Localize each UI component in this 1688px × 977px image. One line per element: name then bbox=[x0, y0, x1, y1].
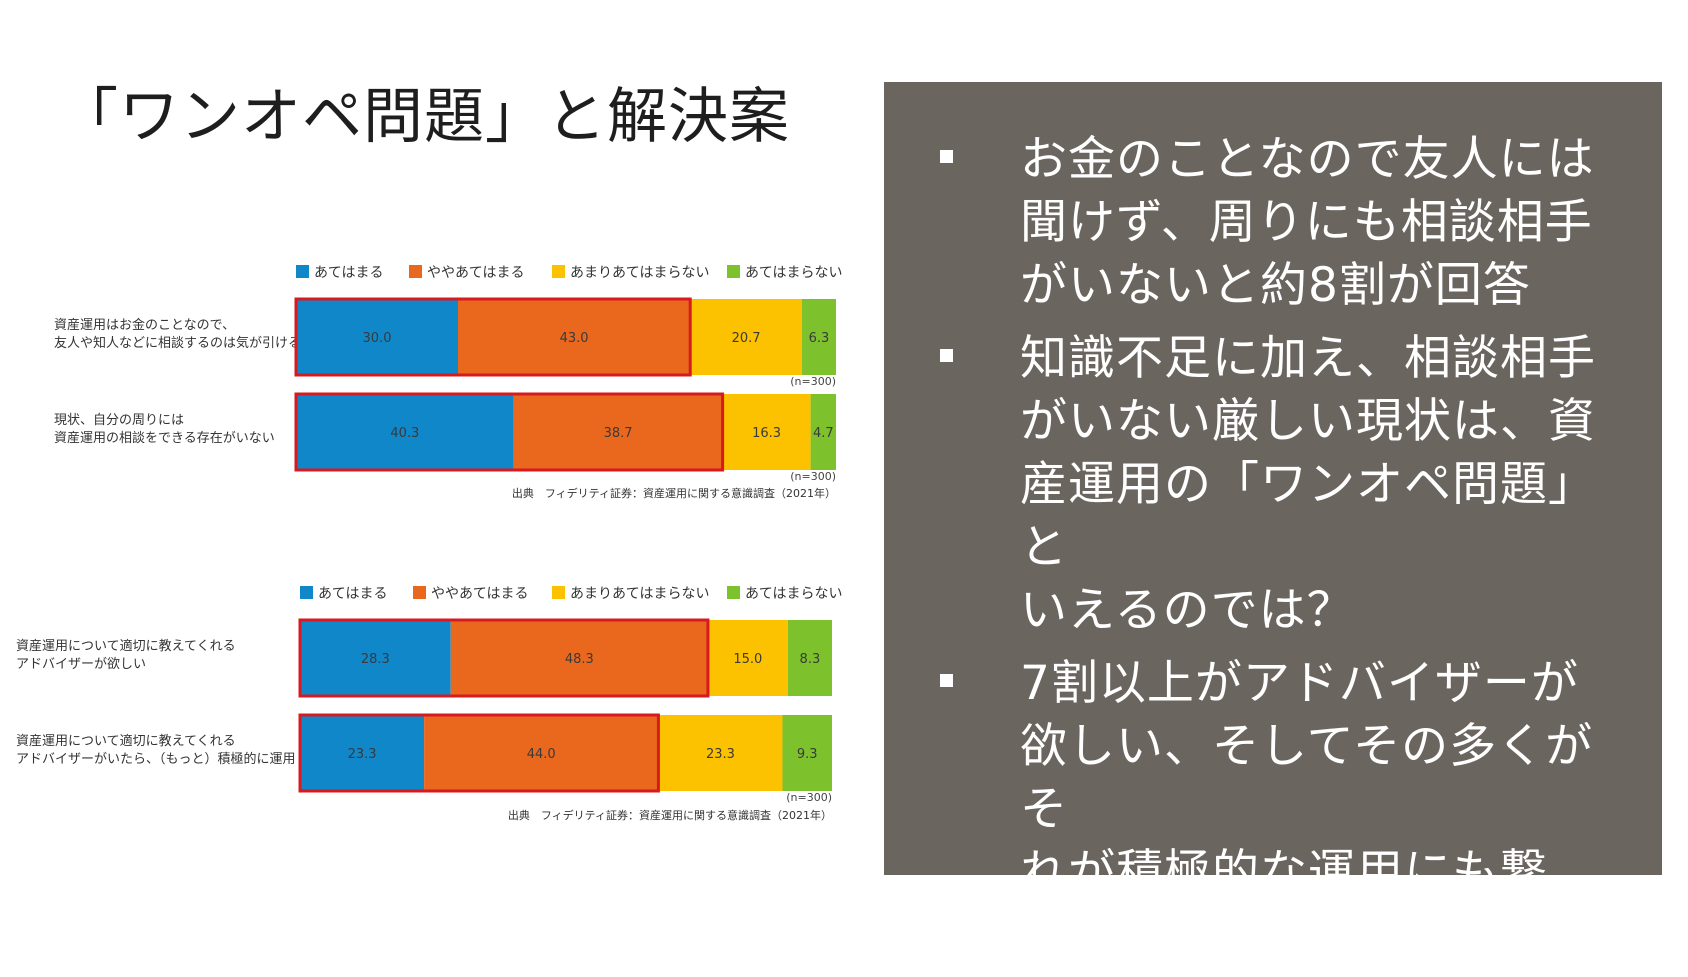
category-label: アドバイザーがいたら、（もっと）積極的に運用したい bbox=[16, 751, 335, 767]
bar-segment-1 bbox=[296, 299, 458, 375]
legend-swatch-3 bbox=[552, 586, 565, 599]
data-label: 28.3 bbox=[361, 652, 390, 667]
square-bullet-icon bbox=[940, 150, 953, 163]
bullet-item: お金のことなので友人には 聞けず、周りにも相談相手 がいないと約8割が回答 bbox=[884, 128, 1662, 317]
bar-segment-4 bbox=[801, 299, 836, 375]
category-label: 現状、自分の周りには bbox=[54, 413, 184, 428]
bullet-line: 産運用の「ワンオペ問題」と bbox=[1020, 457, 1596, 575]
legend-label-4: あてはまらない bbox=[745, 265, 842, 281]
bar-segment-4 bbox=[787, 620, 832, 696]
data-label: 4.7 bbox=[813, 426, 834, 441]
data-label: 30.0 bbox=[363, 331, 392, 346]
bar-segment-1 bbox=[300, 715, 425, 791]
legend-swatch-1 bbox=[300, 586, 313, 599]
bullet-line: 7割以上がアドバイザーが bbox=[1020, 656, 1579, 711]
bar-segment-3 bbox=[722, 394, 811, 470]
bar-segment-4 bbox=[782, 715, 832, 791]
bar-segment-3 bbox=[658, 715, 783, 791]
bullet-line: 知識不足に加え、相談相手 bbox=[1020, 331, 1596, 386]
bar-segment-2 bbox=[450, 620, 708, 696]
data-label: 20.7 bbox=[732, 331, 761, 346]
category-label: 資産運用の相談をできる存在がいない bbox=[54, 430, 275, 446]
highlight-box bbox=[294, 392, 725, 472]
legend-label-1: あてはまる bbox=[314, 265, 383, 281]
data-label: 40.3 bbox=[390, 426, 419, 441]
legend-label-3: あまりあてはまらない bbox=[570, 586, 709, 602]
bar-segment-4 bbox=[810, 394, 836, 470]
category-label: 資産運用はお金のことなので、 bbox=[54, 317, 235, 333]
bullet-list: お金のことなので友人には 聞けず、周りにも相談相手 がいないと約8割が回答 知識不足に… bbox=[884, 128, 1662, 977]
data-label: 23.3 bbox=[348, 747, 377, 762]
legend-swatch-3 bbox=[552, 265, 565, 278]
legend-label-2: ややあてはまる bbox=[427, 265, 524, 281]
bar-segment-3 bbox=[690, 299, 802, 375]
bullet-line: がいないと約8割が回答 bbox=[1020, 258, 1531, 313]
bullet-line: がるとも回答 bbox=[1020, 908, 1308, 963]
bar-segment-1 bbox=[296, 394, 514, 470]
category-label: アドバイザーが欲しい bbox=[16, 656, 146, 672]
sample-note: (n=300) bbox=[790, 470, 836, 483]
legend-label-4: あてはまらない bbox=[745, 586, 842, 602]
data-label: 43.0 bbox=[560, 331, 589, 346]
square-bullet-icon bbox=[940, 674, 953, 687]
bullet-line: れが積極的な運用にも繋 bbox=[1020, 845, 1548, 900]
highlight-box bbox=[298, 713, 660, 793]
bullet-line: がいない厳しい現状は、資 bbox=[1020, 394, 1596, 449]
sample-note: (n=300) bbox=[790, 375, 836, 388]
legend-swatch-4 bbox=[727, 265, 740, 278]
source-note: 出典 フィデリティ証券：資産運用に関する意識調査（2021年） bbox=[512, 486, 836, 500]
bullet-item: 知識不足に加え、相談相手 がいない厳しい現状は、資産運用の「ワンオペ問題」といえる… bbox=[884, 327, 1662, 642]
category-label: 友人や知人などに相談するのは気が引ける bbox=[54, 335, 301, 351]
data-label: 48.3 bbox=[565, 652, 594, 667]
bar-segment-3 bbox=[707, 620, 788, 696]
legend-swatch-2 bbox=[413, 586, 426, 599]
highlight-box bbox=[298, 618, 710, 698]
square-bullet-icon bbox=[940, 349, 953, 362]
legend-label-2: ややあてはまる bbox=[431, 586, 528, 602]
summary-panel: お金のことなので友人には 聞けず、周りにも相談相手 がいないと約8割が回答 知識不足に… bbox=[884, 82, 1662, 963]
bullet-line: 聞けず、周りにも相談相手 bbox=[1020, 195, 1593, 250]
bullet-line: お金のことなので友人には bbox=[1020, 132, 1595, 187]
legend-swatch-4 bbox=[727, 586, 740, 599]
legend-swatch-2 bbox=[409, 265, 422, 278]
legend-label-1: あてはまる bbox=[318, 586, 387, 602]
bullet-line: いえるのでは？ bbox=[1020, 583, 1355, 638]
data-label: 8.3 bbox=[800, 652, 821, 667]
bar-segment-2 bbox=[458, 299, 691, 375]
highlight-box bbox=[294, 297, 692, 377]
bar-segment-2 bbox=[513, 394, 723, 470]
category-label: 資産運用について適切に教えてくれる bbox=[16, 733, 236, 749]
data-label: 23.3 bbox=[706, 747, 735, 762]
source-note: 出典 フィデリティ証券：資産運用に関する意識調査（2021年） bbox=[508, 808, 832, 822]
data-label: 38.7 bbox=[604, 426, 633, 441]
data-label: 44.0 bbox=[527, 747, 556, 762]
category-label: 資産運用について適切に教えてくれる bbox=[16, 638, 236, 654]
page-title: 「ワンオペ問題」と解決案 bbox=[58, 82, 790, 152]
bar-segment-2 bbox=[424, 715, 659, 791]
charts-area: あてはまる ややあてはまる あまりあてはまらない あてはまらない資産運用はお金のことな… bbox=[16, 265, 842, 822]
bullet-item: 7割以上がアドバイザーが欲しい、そしてその多くがそれが積極的な運用にも繋 がるとも… bbox=[884, 652, 1662, 967]
legend-swatch-1 bbox=[296, 265, 309, 278]
data-label: 16.3 bbox=[752, 426, 781, 441]
data-label: 6.3 bbox=[809, 331, 830, 346]
sample-note: (n=300) bbox=[786, 791, 832, 804]
legend-label-3: あまりあてはまらない bbox=[570, 265, 709, 281]
bullet-line: 欲しい、そしてその多くがそ bbox=[1020, 719, 1594, 837]
data-label: 15.0 bbox=[733, 652, 762, 667]
data-label: 9.3 bbox=[797, 747, 818, 762]
bar-segment-1 bbox=[300, 620, 451, 696]
